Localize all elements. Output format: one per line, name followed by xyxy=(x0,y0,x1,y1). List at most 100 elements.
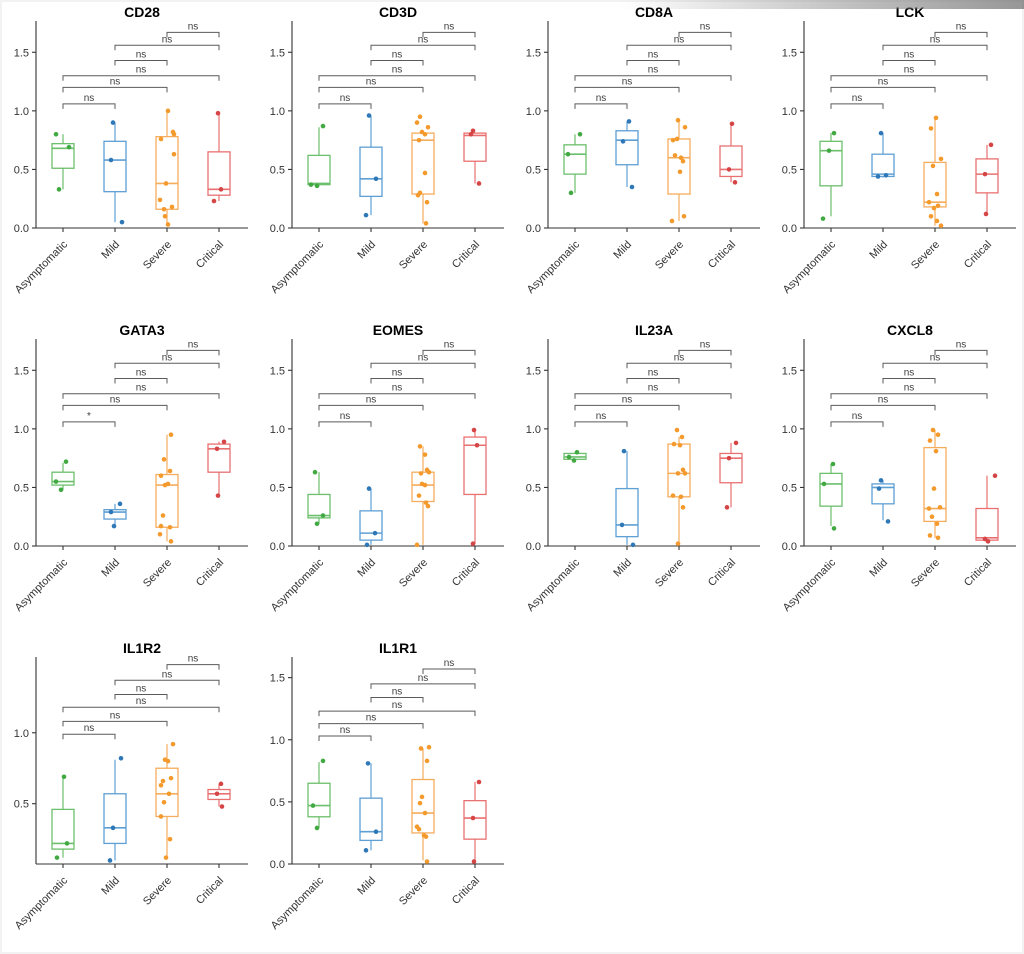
jitter-point xyxy=(732,180,738,185)
y-tick-label: 0.0 xyxy=(14,223,29,235)
sig-label: ns xyxy=(136,49,147,60)
jitter-point xyxy=(682,124,688,130)
jitter-point xyxy=(158,473,164,479)
sig-bracket xyxy=(318,723,424,729)
sig-label: ns xyxy=(700,21,711,32)
jitter-point xyxy=(929,514,935,520)
jitter-point xyxy=(108,157,114,163)
x-tick-label: Critical xyxy=(194,875,226,907)
jitter-point xyxy=(310,803,316,808)
box-Critical xyxy=(207,151,231,196)
jitter-point xyxy=(221,439,227,445)
box-Severe xyxy=(411,471,435,503)
x-tick-label: Mild xyxy=(611,239,634,262)
x-tick-label: Severe xyxy=(397,557,430,590)
jitter-point xyxy=(418,746,424,751)
jitter-point xyxy=(165,758,171,764)
sig-bracket xyxy=(114,693,168,700)
jitter-point xyxy=(416,137,422,143)
panel-title: LCK xyxy=(896,4,925,20)
jitter-point xyxy=(110,825,116,831)
jitter-point xyxy=(678,494,684,500)
box-Severe xyxy=(923,161,947,208)
jitter-point xyxy=(724,505,730,510)
jitter-point xyxy=(626,119,632,124)
jitter-point xyxy=(167,468,173,474)
sig-label: ns xyxy=(852,93,863,104)
sig-label: ns xyxy=(188,339,199,350)
box-Asymptomatic xyxy=(307,782,331,818)
sig-label: ns xyxy=(110,76,121,87)
jitter-point xyxy=(933,115,939,121)
sig-label: ns xyxy=(852,411,863,422)
jitter-point xyxy=(568,190,574,196)
x-tick-label: Severe xyxy=(141,557,174,590)
x-tick-label: Asymptomatic xyxy=(13,238,71,296)
sig-label: * xyxy=(87,411,91,422)
sig-label: ns xyxy=(956,21,967,32)
sig-label: ns xyxy=(392,367,403,378)
jitter-point xyxy=(314,825,320,831)
jitter-point xyxy=(414,120,420,125)
jitter-point xyxy=(215,493,221,498)
sig-bracket xyxy=(626,362,732,369)
jitter-point xyxy=(419,794,425,800)
jitter-point xyxy=(56,187,62,192)
jitter-point xyxy=(158,523,164,529)
x-tick-label: Asymptomatic xyxy=(781,556,839,614)
jitter-point xyxy=(566,454,572,460)
x-tick-label: Critical xyxy=(706,239,738,271)
jitter-point xyxy=(373,829,379,834)
y-tick-label: 0.0 xyxy=(526,223,541,235)
y-tick-label: 1.5 xyxy=(270,47,285,59)
sig-bracket xyxy=(370,683,476,689)
sig-bracket xyxy=(370,59,424,66)
jitter-point xyxy=(167,524,173,530)
jitter-point xyxy=(733,440,739,446)
panel-title: GATA3 xyxy=(119,322,165,338)
sig-label: ns xyxy=(418,352,429,363)
jitter-point xyxy=(364,542,370,548)
jitter-point xyxy=(468,131,474,137)
jitter-point xyxy=(108,509,114,515)
jitter-point xyxy=(682,471,688,476)
jitter-point xyxy=(161,206,167,212)
x-tick-label: Severe xyxy=(909,239,942,272)
x-tick-label: Mild xyxy=(355,239,378,262)
sig-bracket xyxy=(574,421,628,427)
sig-bracket xyxy=(114,362,220,369)
y-tick-label: 1.0 xyxy=(526,106,541,118)
jitter-point xyxy=(416,493,422,498)
y-tick-label: 0.5 xyxy=(782,482,797,494)
jitter-point xyxy=(54,855,60,860)
sig-bracket xyxy=(882,59,936,66)
box-Asymptomatic xyxy=(51,808,75,850)
y-tick-label: 1.0 xyxy=(270,106,285,118)
jitter-point xyxy=(571,458,577,463)
jitter-point xyxy=(675,541,681,546)
jitter-point xyxy=(163,181,169,186)
jitter-point xyxy=(934,521,940,527)
jitter-point xyxy=(424,859,430,864)
sig-label: ns xyxy=(366,713,377,724)
box-Mild xyxy=(871,153,895,178)
jitter-point xyxy=(219,804,225,809)
jitter-point xyxy=(679,434,685,440)
sig-bracket xyxy=(574,75,732,81)
sig-label: ns xyxy=(162,669,173,680)
y-tick-label: 1.5 xyxy=(14,47,29,59)
y-tick-label: 0.0 xyxy=(782,223,797,235)
sig-label: ns xyxy=(904,367,915,378)
jitter-point xyxy=(158,136,164,142)
x-tick-label: Asymptomatic xyxy=(525,556,583,614)
sig-label: ns xyxy=(700,339,711,350)
sig-bracket xyxy=(626,59,680,66)
sig-bracket xyxy=(574,86,680,93)
panel-title: EOMES xyxy=(373,322,424,338)
jitter-point xyxy=(729,121,735,127)
sig-label: ns xyxy=(444,339,455,350)
jitter-point xyxy=(619,522,625,528)
sig-label: ns xyxy=(930,34,941,45)
sig-label: ns xyxy=(366,76,377,87)
